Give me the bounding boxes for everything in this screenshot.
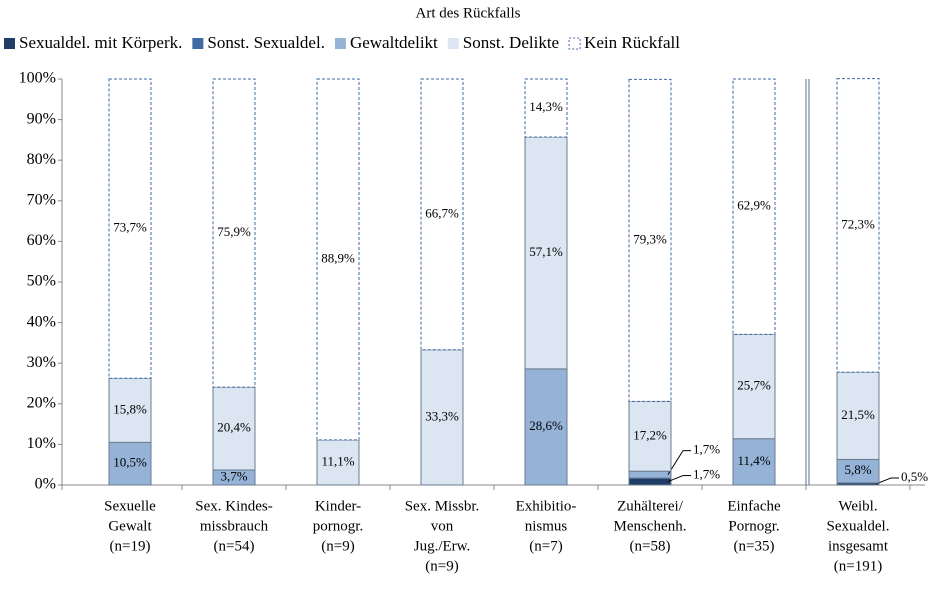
x-tick-label: Exhibitio-	[516, 498, 577, 514]
value-label: 62,9%	[737, 198, 771, 213]
value-label: 15,8%	[113, 401, 147, 416]
y-tick-label: 0%	[35, 476, 56, 493]
x-tick-label: Weibl.	[838, 498, 877, 514]
y-tick-label: 70%	[27, 191, 56, 208]
x-tick-label: (n=7)	[529, 538, 562, 554]
legend-swatch	[568, 37, 581, 50]
x-tick-label: Sex. Kindes-	[195, 498, 273, 514]
legend-title: Art des Rückfalls	[416, 5, 521, 21]
x-tick-label: (n=191)	[834, 558, 882, 574]
x-tick-label: Gewalt	[108, 518, 152, 534]
bar-segment	[420, 349, 464, 486]
value-label: 33,3%	[425, 408, 459, 423]
value-label: 1,7%	[693, 467, 720, 482]
y-tick-label: 20%	[27, 394, 56, 411]
value-label: 11,4%	[737, 453, 770, 468]
value-label: 25,7%	[737, 378, 771, 393]
value-label: 10,5%	[113, 455, 147, 470]
legend-label: Gewaltdelikt	[350, 33, 438, 52]
x-tick-label: (n=54)	[214, 538, 255, 554]
x-tick-label: nismus	[525, 518, 568, 534]
value-label: 0,5%	[901, 469, 928, 484]
value-label: 88,9%	[321, 250, 355, 265]
value-label: 21,5%	[841, 407, 875, 422]
bar-segment	[732, 78, 776, 335]
bar-segment	[628, 400, 672, 472]
legend-label: Sonst. Delikte	[463, 33, 559, 52]
leader-line	[667, 475, 684, 483]
bar-segment	[524, 78, 568, 138]
value-label: 75,9%	[217, 224, 251, 239]
x-tick-label: (n=58)	[630, 538, 671, 554]
bar-segment	[732, 438, 776, 486]
y-tick-label: 50%	[27, 273, 56, 290]
x-tick-label: (n=19)	[110, 538, 151, 554]
bar-segment	[628, 470, 672, 479]
x-tick-label: missbrauch	[200, 518, 269, 534]
value-label: 72,3%	[841, 216, 875, 231]
bar-segment	[628, 78, 672, 402]
bar-segment	[108, 377, 152, 443]
value-label: 28,6%	[529, 418, 563, 433]
y-tick-label: 90%	[27, 110, 56, 127]
y-tick-label: 100%	[19, 70, 56, 87]
bar-segment	[212, 386, 256, 471]
x-tick-label: Menschenh.	[614, 518, 687, 534]
y-tick-label: 80%	[27, 151, 56, 168]
y-tick-label: 10%	[27, 435, 56, 452]
bar-segment	[524, 136, 568, 370]
value-label: 14,3%	[529, 99, 563, 114]
bar-segment	[836, 78, 880, 373]
bar-segment	[316, 78, 360, 441]
bar-segment	[524, 368, 568, 486]
value-label: 20,4%	[217, 420, 251, 435]
legend-swatch	[447, 38, 459, 49]
value-label: 3,7%	[220, 468, 247, 483]
x-tick-label: Sex. Missbr.	[405, 498, 480, 514]
x-tick-label: insgesamt	[828, 538, 889, 554]
x-tick-label: Einfache	[727, 498, 781, 514]
value-label: 1,7%	[693, 442, 720, 457]
x-tick-label: pornogr.	[313, 518, 363, 534]
legend-swatch	[192, 38, 204, 49]
y-tick-label: 30%	[27, 354, 56, 371]
value-label: 79,3%	[633, 231, 667, 246]
legend-label: Sonst. Sexualdel.	[207, 33, 325, 52]
value-label: 66,7%	[425, 205, 459, 220]
value-label: 5,8%	[844, 462, 871, 477]
legend-label: Kein Rückfall	[584, 33, 680, 52]
x-tick-label: Pornogr.	[728, 518, 779, 534]
x-tick-label: (n=9)	[425, 558, 458, 574]
bar-segment	[108, 78, 152, 379]
value-label: 57,1%	[529, 244, 563, 259]
x-tick-label: Kinder-	[315, 498, 361, 514]
x-tick-label: Sexualdel.	[827, 518, 890, 534]
value-label: 73,7%	[113, 220, 147, 235]
x-tick-label: (n=9)	[321, 538, 354, 554]
legend-swatch	[4, 38, 15, 49]
legend-label: Sexualdel. mit Körperk.	[19, 33, 182, 52]
bar-segment	[732, 333, 776, 440]
x-tick-label: (n=35)	[734, 538, 775, 554]
value-label: 11,1%	[321, 453, 354, 468]
bar-segment	[316, 439, 360, 486]
value-label: 17,2%	[633, 427, 667, 442]
bar-segment	[212, 78, 256, 388]
bar-segment	[420, 78, 464, 351]
bar-segment	[628, 477, 672, 486]
bar-segment	[108, 441, 152, 486]
x-tick-label: Jug./Erw.	[414, 538, 471, 554]
x-tick-label: Sexuelle	[104, 498, 156, 514]
x-tick-label: Zuhälterei/	[617, 498, 684, 514]
y-tick-label: 60%	[27, 232, 56, 249]
x-tick-label: von	[431, 518, 454, 534]
y-tick-label: 40%	[27, 313, 56, 330]
legend-swatch	[334, 38, 346, 49]
